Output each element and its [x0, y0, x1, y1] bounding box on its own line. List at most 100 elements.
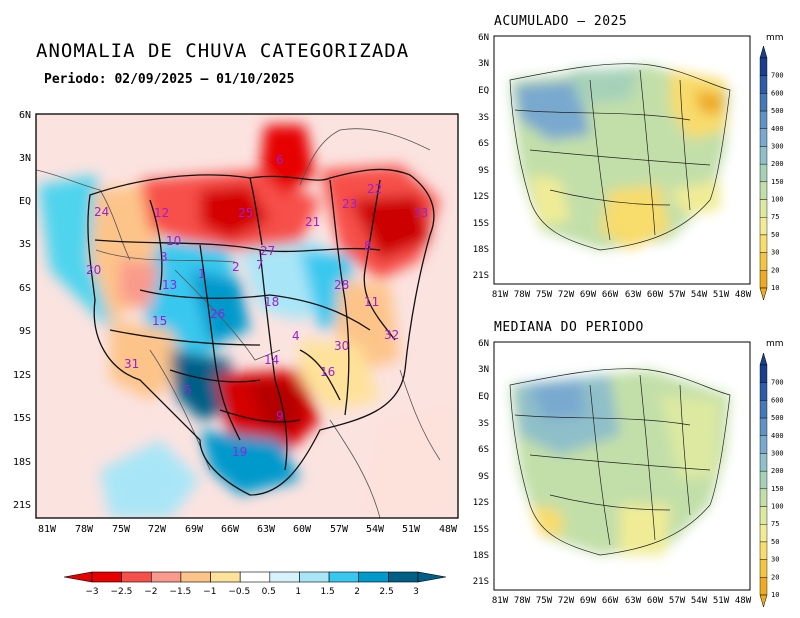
- lon-tick: 63W: [625, 290, 642, 300]
- basin-label: 30: [334, 339, 349, 353]
- lon-tick: 60W: [647, 290, 664, 300]
- colorbar-label: 30: [771, 249, 779, 257]
- lon-tick: 60W: [647, 596, 664, 606]
- colorbar-arrow-right: [417, 571, 447, 583]
- colorbar-label: 75: [771, 520, 779, 528]
- basin-label: 32: [384, 328, 399, 342]
- colorbar-label: 700: [771, 379, 784, 387]
- colorbar-segment: [759, 252, 768, 271]
- lon-tick: 75W: [112, 524, 131, 535]
- lon-tick: 69W: [580, 596, 597, 606]
- colorbar-arrow-top: [759, 45, 768, 59]
- colorbar-label: −0.5: [228, 587, 250, 597]
- colorbar-label: 2.5: [379, 587, 393, 597]
- colorbar-segment: [210, 571, 241, 583]
- lat-tick: 3S: [19, 239, 31, 250]
- acumulado-title: ACUMULADO – 2025: [494, 14, 628, 29]
- basin-label: 15: [152, 314, 167, 328]
- colorbar-segment: [328, 571, 360, 583]
- colorbar-label: 20: [771, 266, 779, 274]
- lon-tick: 69W: [185, 524, 204, 535]
- lon-tick: 51W: [713, 596, 730, 606]
- colorbar-segment: [121, 571, 152, 583]
- basin-label: 3: [160, 250, 168, 264]
- colorbar-arrow-top: [759, 352, 768, 366]
- basin-label: 5: [184, 383, 192, 397]
- basin-label: 24: [94, 205, 109, 219]
- colorbar-label: 700: [771, 72, 784, 80]
- lon-tick: 78W: [75, 524, 94, 535]
- colorbar-label: 30: [771, 556, 779, 564]
- lon-tick: 48W: [735, 290, 752, 300]
- colorbar-label: 500: [771, 107, 784, 115]
- lat-tick: 3N: [19, 153, 31, 164]
- basin-label: 8: [364, 239, 372, 253]
- colorbar-segment: [759, 146, 768, 165]
- colorbar-label: 150: [771, 485, 784, 493]
- lon-tick: 54W: [691, 290, 708, 300]
- basin-label: 7: [256, 258, 264, 272]
- colorbar-label: 600: [771, 89, 784, 97]
- lon-tick: 75W: [536, 290, 553, 300]
- lat-tick: 6N: [478, 339, 489, 349]
- acumulado-map: 6N 3N EQ 3S 6S 9S 12S 15S 18S 21S 81W 78…: [473, 33, 784, 301]
- lat-tick: 3N: [478, 365, 489, 375]
- colorbar-segment: [759, 181, 768, 200]
- lon-tick: 69W: [580, 290, 597, 300]
- colorbar-segment: [299, 571, 330, 583]
- colorbar-label: 200: [771, 467, 784, 475]
- colorbar-segment: [759, 364, 768, 383]
- lat-tick: 6N: [478, 33, 489, 43]
- colorbar-label: 20: [771, 573, 779, 581]
- colorbar-label: 600: [771, 396, 784, 404]
- basin-label: 14: [264, 353, 279, 367]
- colorbar-label: 400: [771, 125, 784, 133]
- colorbar-label: 1.5: [320, 587, 334, 597]
- lon-tick: 66W: [602, 596, 619, 606]
- lon-tick: 75W: [536, 596, 553, 606]
- lat-tick: 18S: [473, 245, 489, 255]
- colorbar-label: 10: [771, 591, 779, 599]
- lon-tick: 66W: [602, 290, 619, 300]
- colorbar-segment: [759, 577, 768, 596]
- lat-tick: 21S: [473, 577, 489, 587]
- colorbar-label: −2: [144, 587, 157, 597]
- lat-tick: 6S: [478, 139, 489, 149]
- colorbar-segment: [759, 506, 768, 525]
- colorbar-arrow-left: [63, 571, 93, 583]
- acumulado-lat-axis: 6N 3N EQ 3S 6S 9S 12S 15S 18S 21S: [473, 33, 489, 281]
- colorbar-label: 500: [771, 414, 784, 422]
- lon-tick: 72W: [558, 290, 575, 300]
- basin-label: 25: [238, 206, 253, 220]
- basin-labels: 1 2 3 4 5 6 7 8 9 10 11 12 13 14 15 16 1…: [86, 153, 428, 459]
- anomaly-colorbar: −3 −2.5 −2 −1.5 −1 −0.5 0.5 1 1.5 2 2.5 3: [63, 571, 447, 597]
- basin-label: 28: [334, 278, 349, 292]
- colorbar-segment: [759, 559, 768, 578]
- period-label: Periodo: 02/09/2025 – 01/10/2025: [44, 72, 295, 87]
- lon-tick: 78W: [514, 596, 531, 606]
- mediana-map: 6N 3N EQ 3S 6S 9S 12S 15S 18S 21S 81W 78…: [473, 339, 784, 608]
- basin-label: 26: [210, 307, 225, 321]
- colorbar-segment: [759, 417, 768, 436]
- colorbar-label: −2.5: [111, 587, 133, 597]
- colorbar-segment: [759, 75, 768, 94]
- basin-label: 31: [124, 357, 139, 371]
- colorbar-arrow-bottom: [759, 594, 768, 608]
- colorbar-segment: [759, 270, 768, 289]
- colorbar-segment: [759, 541, 768, 560]
- basin-label: 2: [232, 260, 240, 274]
- basin-label: 16: [320, 365, 335, 379]
- colorbar-label: 400: [771, 432, 784, 440]
- lat-tick: 3S: [478, 113, 489, 123]
- colorbar-segment: [759, 217, 768, 236]
- colorbar-arrow-bottom: [759, 287, 768, 301]
- lat-tick: 21S: [13, 500, 31, 511]
- lon-tick: 66W: [221, 524, 240, 535]
- colorbar-label: 300: [771, 142, 784, 150]
- colorbar-segment: [150, 571, 182, 583]
- lon-tick: 48W: [735, 596, 752, 606]
- colorbar-segment: [759, 234, 768, 253]
- colorbar-segment: [759, 93, 768, 112]
- colorbar-label: 10: [771, 284, 779, 292]
- colorbar-segment: [759, 488, 768, 507]
